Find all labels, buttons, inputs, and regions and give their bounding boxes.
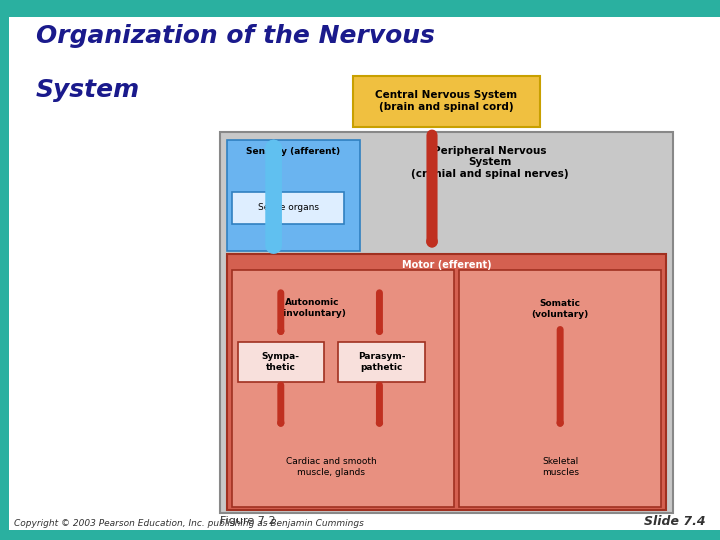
FancyBboxPatch shape [227, 140, 360, 251]
Text: Somatic
(voluntary): Somatic (voluntary) [531, 299, 589, 319]
Text: Peripheral Nervous
System
(cranial and spinal nerves): Peripheral Nervous System (cranial and s… [411, 146, 568, 179]
Text: Skeletal
muscles: Skeletal muscles [541, 457, 579, 477]
FancyBboxPatch shape [338, 342, 425, 382]
FancyBboxPatch shape [459, 270, 661, 507]
FancyBboxPatch shape [232, 192, 344, 224]
Text: System: System [36, 78, 140, 102]
Text: Slide 7.4: Slide 7.4 [644, 515, 706, 528]
Text: Organization of the Nervous: Organization of the Nervous [36, 24, 435, 48]
Text: Figure 7.2: Figure 7.2 [220, 516, 275, 526]
Text: Parasym-
pathetic: Parasym- pathetic [358, 352, 405, 372]
Text: Copyright © 2003 Pearson Education, Inc. publishing as Benjamin Cummings: Copyright © 2003 Pearson Education, Inc.… [14, 519, 364, 528]
FancyBboxPatch shape [238, 342, 324, 382]
FancyBboxPatch shape [0, 0, 720, 17]
Text: Central Nervous System
(brain and spinal cord): Central Nervous System (brain and spinal… [375, 90, 518, 112]
FancyBboxPatch shape [0, 17, 9, 530]
FancyBboxPatch shape [220, 132, 673, 513]
FancyBboxPatch shape [232, 270, 454, 507]
FancyBboxPatch shape [0, 530, 720, 540]
FancyBboxPatch shape [353, 76, 540, 127]
Text: Motor (efferent): Motor (efferent) [402, 260, 491, 271]
Text: Sympa-
thetic: Sympa- thetic [262, 352, 300, 372]
Text: Sense organs: Sense organs [258, 204, 318, 212]
Text: Sensory (afferent): Sensory (afferent) [246, 147, 340, 156]
Text: Autonomic
(involuntary): Autonomic (involuntary) [279, 298, 346, 318]
FancyBboxPatch shape [227, 254, 666, 510]
Text: Cardiac and smooth
muscle, glands: Cardiac and smooth muscle, glands [286, 457, 377, 477]
